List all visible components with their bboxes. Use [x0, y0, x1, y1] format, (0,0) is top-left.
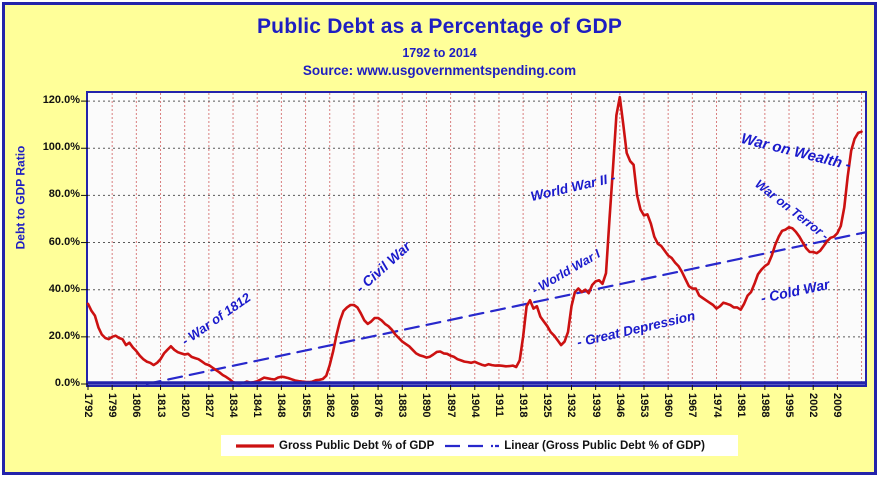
x-tick-label-1911: 1911 [492, 393, 505, 417]
chart-source-link[interactable]: Source: www.usgovernmentspending.com [302, 63, 577, 78]
x-tick-label-1799: 1799 [106, 393, 119, 418]
x-tick-label-1946: 1946 [613, 393, 626, 418]
x-tick-label-1981: 1981 [734, 393, 747, 418]
y-tick-label-0.0: 0.0% [54, 377, 80, 389]
legend-label-linear: Linear (Gross Public Debt % of GDP) [504, 439, 705, 452]
x-tick-label-1820: 1820 [178, 393, 191, 418]
x-tick-label-1918: 1918 [517, 393, 530, 418]
y-tick-label-40.0: 40.0% [48, 282, 80, 295]
x-tick-label-1904: 1904 [468, 393, 481, 418]
gross-debt-line [86, 95, 863, 385]
debt-gdp-line-chart [81, 93, 867, 390]
legend-blue-dash-sample [445, 444, 500, 447]
x-tick-label-1792: 1792 [82, 393, 94, 418]
plot-area [81, 91, 867, 390]
x-tick-label-1932: 1932 [565, 393, 578, 418]
x-tick-label-1883: 1883 [396, 393, 409, 418]
y-tick-label-100.0: 100.0% [42, 141, 80, 154]
x-tick-label-1827: 1827 [202, 393, 215, 418]
x-tick-label-1855: 1855 [299, 393, 312, 418]
chart-subtitle: 1792 to 2014 [402, 46, 477, 60]
x-tick-label-1876: 1876 [372, 393, 385, 418]
x-tick-label-1995: 1995 [783, 393, 796, 418]
x-tick-label-1848: 1848 [275, 393, 288, 418]
x-tick-label-1974: 1974 [710, 393, 723, 418]
legend-label-gross-debt: Gross Public Debt % of GDP [279, 439, 435, 452]
legend: Gross Public Debt % of GDP Linear (Gross… [221, 435, 738, 456]
x-tick-label-1813: 1813 [154, 393, 167, 418]
linear-trend-line [145, 231, 867, 386]
x-tick-label-2002: 2002 [807, 393, 820, 418]
x-tick-label-1953: 1953 [637, 393, 650, 418]
x-tick-label-1834: 1834 [227, 393, 240, 418]
x-tick-label-1988: 1988 [758, 393, 771, 418]
y-tick-label-60.0: 60.0% [48, 235, 80, 248]
x-tick-label-1897: 1897 [444, 393, 457, 418]
x-tick-label-1806: 1806 [130, 393, 143, 418]
y-tick-label-20.0: 20.0% [48, 329, 80, 342]
chart-title: Public Debt as a Percentage of GDP [256, 15, 623, 38]
legend-red-line-sample [236, 443, 274, 448]
x-tick-label-1960: 1960 [662, 393, 675, 418]
y-tick-label-120.0: 120.0% [42, 94, 80, 107]
x-tick-label-1925: 1925 [541, 393, 554, 418]
x-tick-label-1862: 1862 [323, 393, 336, 418]
x-tick-label-1841: 1841 [251, 393, 264, 418]
x-tick-label-1869: 1869 [347, 393, 360, 418]
x-tick-label-1939: 1939 [589, 393, 602, 418]
y-tick-label-80.0: 80.0% [48, 188, 80, 201]
x-tick-label-1890: 1890 [420, 393, 433, 418]
x-tick-label-2009: 2009 [831, 393, 844, 418]
x-tick-label-1967: 1967 [686, 393, 699, 418]
